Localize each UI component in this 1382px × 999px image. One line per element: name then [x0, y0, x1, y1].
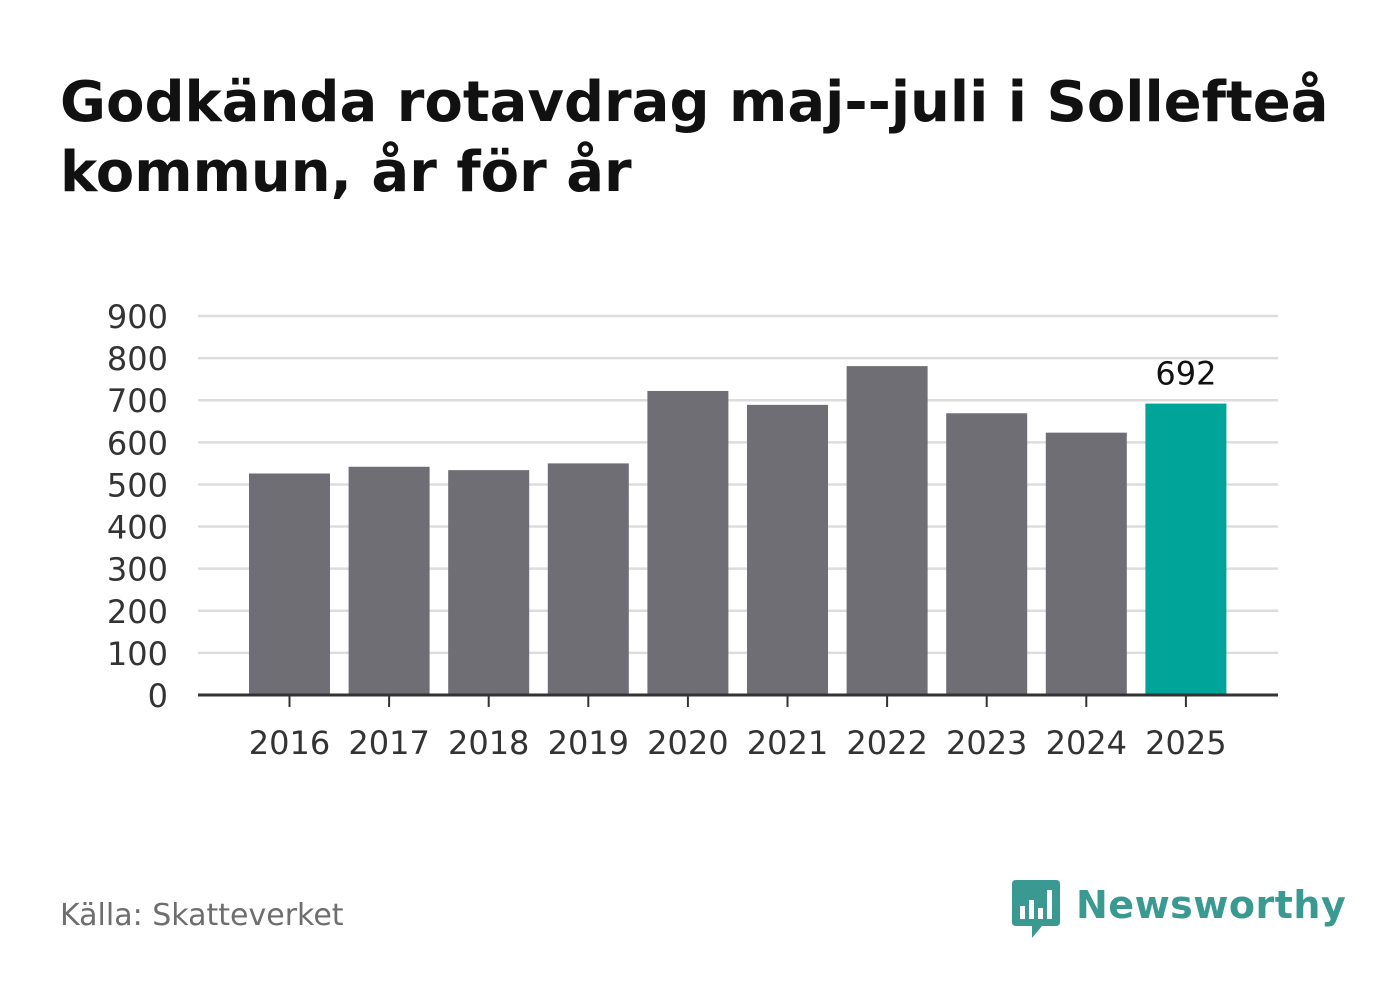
bar-2016 — [249, 473, 330, 695]
x-tick-label: 2019 — [548, 724, 629, 762]
bar-2019 — [547, 463, 629, 695]
x-tick-label: 2020 — [647, 724, 728, 762]
chart-title: Godkända rotavdrag maj--juli i Sollefteå… — [60, 70, 1329, 205]
y-axis-ticks: 0 100 200 300 400 500 600 700 800 900 — [107, 298, 168, 715]
bars — [249, 366, 1227, 695]
x-tick-label: 2021 — [747, 724, 828, 762]
x-axis: 2016 2017 2018 2019 2020 2021 2022 2023 2024 2025 — [198, 693, 1278, 762]
x-tick-label: 2016 — [249, 724, 330, 762]
y-tick-label: 900 — [107, 298, 168, 336]
y-tick-label: 600 — [107, 424, 168, 462]
bar-2024 — [1045, 432, 1127, 695]
bar-2023 — [946, 413, 1028, 695]
brand-name: Newsworthy — [1076, 883, 1347, 927]
data-label: 692 — [1155, 355, 1216, 393]
y-tick-label: 200 — [107, 593, 168, 631]
y-tick-label: 100 — [107, 635, 168, 673]
data-labels: 692 — [1155, 355, 1216, 393]
x-tick-label: 2024 — [1046, 724, 1127, 762]
bar-2018 — [448, 470, 530, 695]
bar-2017 — [348, 466, 430, 695]
y-tick-label: 800 — [107, 340, 168, 378]
x-tick-label: 2022 — [846, 724, 927, 762]
y-tick-label: 500 — [107, 466, 168, 504]
y-tick-label: 400 — [107, 509, 168, 547]
newsworthy-chart-bubble-icon — [1012, 880, 1060, 938]
source-note: Källa: Skatteverket — [60, 898, 344, 933]
x-tick-label: 2025 — [1145, 724, 1226, 762]
y-tick-label: 300 — [107, 551, 168, 589]
y-tick-label: 0 — [148, 677, 168, 715]
bar-2021 — [747, 404, 828, 695]
x-tick-label: 2017 — [348, 724, 429, 762]
bar-2020 — [647, 390, 729, 695]
x-tick-label: 2023 — [946, 724, 1027, 762]
x-tick-label: 2018 — [448, 724, 529, 762]
bar-2025 — [1145, 403, 1227, 695]
bar-2022 — [846, 366, 928, 695]
brand-logo[interactable]: Newsworthy — [1010, 878, 1346, 940]
y-tick-label: 700 — [107, 382, 168, 420]
